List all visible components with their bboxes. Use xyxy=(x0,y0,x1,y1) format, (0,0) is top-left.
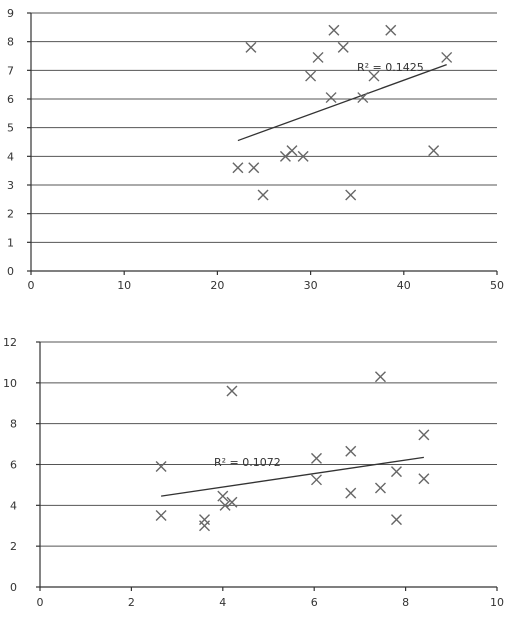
chart-1-data-point xyxy=(286,145,298,157)
chart-1-x-tick-label: 50 xyxy=(490,279,504,292)
scatter-chart-top: 0 1 2 3 4 5 6 7 8 9 0 10 20 30 40 50 R² = 0.1425 xyxy=(7,7,504,292)
chart-1-y-tick-label: 8 xyxy=(7,36,14,49)
chart-2-data-point xyxy=(390,466,402,478)
chart-2-data-point xyxy=(390,514,402,526)
chart-1-data-point xyxy=(297,150,309,162)
chart-1-data-point xyxy=(248,162,260,174)
chart-2-data-point xyxy=(226,496,238,508)
chart-1-x-tick-label: 0 xyxy=(28,279,35,292)
scatter-chart-bottom: 0 2 4 6 8 10 12 0 2 4 6 8 10 R² = 0.1072 xyxy=(3,336,504,609)
chart-2-x-tick-label: 6 xyxy=(311,596,318,609)
chart-1-data-point xyxy=(337,41,349,53)
chart-2-y-tick-label: 8 xyxy=(10,418,17,431)
chart-2-data-point xyxy=(345,445,357,457)
chart-2-y-tick-label: 2 xyxy=(10,540,17,553)
chart-1-y-tick-label: 2 xyxy=(7,208,14,221)
chart-1-data-point xyxy=(232,162,244,174)
chart-2-data-point xyxy=(345,487,357,499)
chart-1-data-point xyxy=(357,92,369,104)
chart-1-y-tick-label: 4 xyxy=(7,150,14,163)
chart-1-data-point xyxy=(245,41,257,53)
chart-1-data-point xyxy=(312,51,324,63)
chart-1-data-point xyxy=(257,189,269,201)
chart-2-data-point xyxy=(226,385,238,397)
chart-1-trendline xyxy=(237,63,447,142)
chart-2-y-tick-label: 0 xyxy=(10,581,17,594)
chart-2-data-point xyxy=(310,452,322,464)
chart-2-data-point xyxy=(418,473,430,485)
chart-1-data-point xyxy=(325,92,337,104)
chart-1-data-point xyxy=(428,145,440,157)
chart-2-data-point xyxy=(155,510,167,522)
chart-1-y-tick-label: 9 xyxy=(7,7,14,20)
chart-1-y-tick-label: 5 xyxy=(7,122,14,135)
chart-1-data-point xyxy=(368,70,380,82)
chart-2-x-tick-label: 4 xyxy=(219,596,226,609)
chart-1-data-point xyxy=(345,189,357,201)
chart-2-trendline xyxy=(161,456,424,497)
chart-1-y-tick-label: 7 xyxy=(7,64,14,77)
chart-2-data-point xyxy=(374,371,386,383)
chart-2-x-tick-label: 2 xyxy=(128,596,135,609)
chart-2-y-tick-label: 4 xyxy=(10,499,17,512)
chart-1-data-point xyxy=(385,24,397,36)
chart-1-y-tick-label: 0 xyxy=(7,265,14,278)
chart-1-x-tick-label: 10 xyxy=(117,279,131,292)
chart-2-data-point xyxy=(219,499,231,511)
chart-1-x-tick-label: 30 xyxy=(304,279,318,292)
chart-1-data-point xyxy=(328,24,340,36)
chart-2-data-point xyxy=(217,490,229,502)
chart-2-data-point xyxy=(155,461,167,473)
chart-1-data-point xyxy=(441,51,453,63)
chart-1-data-point xyxy=(305,70,317,82)
chart-2-y-tick-label: 10 xyxy=(3,377,17,390)
chart-2-x-tick-label: 8 xyxy=(402,596,409,609)
chart-1-x-tick-label: 40 xyxy=(397,279,411,292)
chart-2-data-point xyxy=(310,474,322,486)
chart-1-x-tick-label: 20 xyxy=(210,279,224,292)
chart-2-y-tick-label: 12 xyxy=(3,336,17,349)
chart-2-data-point xyxy=(374,482,386,494)
chart-1-y-tick-label: 1 xyxy=(7,236,14,249)
chart-2-data-point xyxy=(418,429,430,441)
chart-2-r-squared-label: R² = 0.1072 xyxy=(214,456,281,469)
chart-1-y-tick-label: 3 xyxy=(7,179,14,192)
chart-2-data-point xyxy=(199,520,211,532)
chart-2-x-tick-label: 0 xyxy=(37,596,44,609)
chart-1-y-tick-label: 6 xyxy=(7,93,14,106)
chart-2-y-tick-label: 6 xyxy=(10,459,17,472)
chart-1-r-squared-label: R² = 0.1425 xyxy=(357,61,424,74)
chart-2-x-tick-label: 10 xyxy=(490,596,504,609)
